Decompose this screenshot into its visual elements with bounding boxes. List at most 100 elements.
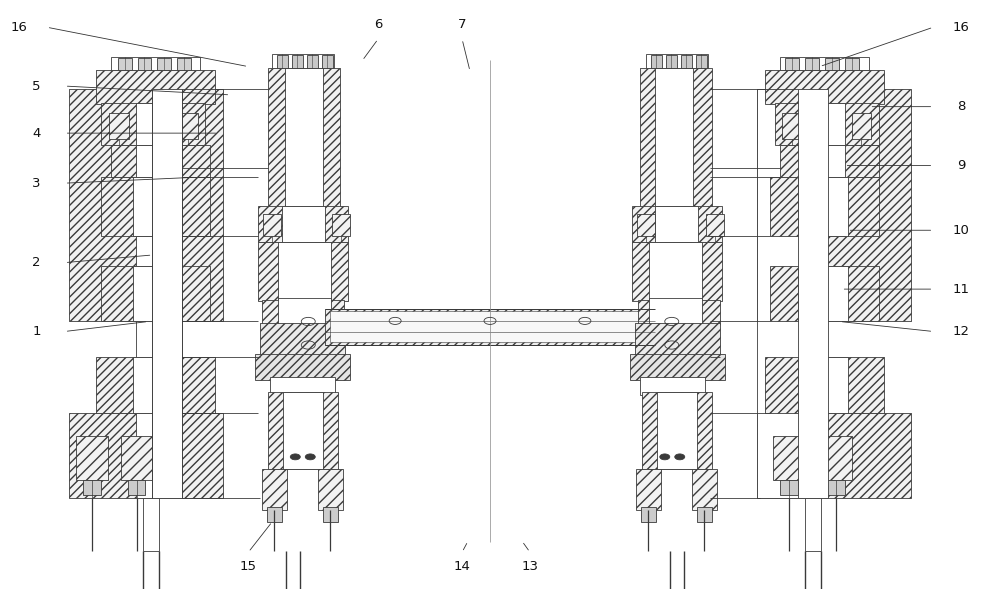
Bar (827, 480, 845, 495)
Bar (133, 357, 182, 413)
Bar (330, 312, 650, 342)
Bar (101, 266, 210, 322)
Bar (780, 57, 869, 70)
Bar (666, 55, 677, 68)
Bar (638, 300, 720, 325)
Bar (681, 55, 692, 68)
Text: 15: 15 (240, 560, 257, 573)
Text: 9: 9 (957, 159, 966, 172)
Bar (757, 413, 911, 498)
Bar (83, 480, 101, 495)
Text: 14: 14 (454, 560, 470, 573)
Bar (332, 214, 350, 236)
Text: 3: 3 (32, 176, 41, 189)
Bar (798, 357, 848, 413)
Bar (292, 55, 303, 68)
Bar (136, 89, 180, 498)
Bar (118, 58, 132, 70)
Bar (318, 468, 343, 510)
Bar (640, 68, 712, 206)
Bar (128, 480, 145, 495)
Bar (138, 58, 151, 70)
Bar (632, 242, 722, 301)
Bar (657, 392, 697, 468)
Bar (136, 103, 180, 145)
Bar (780, 480, 798, 495)
Bar (323, 507, 338, 522)
Bar (825, 58, 839, 70)
Bar (285, 68, 323, 206)
Bar (798, 89, 828, 498)
Text: 4: 4 (32, 127, 41, 140)
Bar (775, 103, 879, 145)
Bar (649, 242, 702, 301)
Bar (272, 54, 334, 68)
Bar (770, 266, 879, 322)
Circle shape (660, 454, 670, 460)
Bar (283, 392, 323, 468)
Bar (641, 507, 656, 522)
Text: 16: 16 (10, 21, 27, 34)
Circle shape (675, 454, 685, 460)
Bar (800, 145, 845, 177)
Bar (263, 214, 281, 236)
Bar (101, 177, 210, 236)
Text: 1: 1 (32, 325, 41, 338)
Text: 7: 7 (458, 18, 466, 31)
Bar (177, 58, 191, 70)
Bar (325, 309, 655, 345)
Bar (278, 298, 331, 333)
Bar (632, 205, 722, 242)
Bar (152, 89, 182, 498)
Bar (630, 354, 725, 381)
Bar (640, 378, 705, 395)
Bar (307, 55, 318, 68)
Bar (637, 214, 655, 236)
Bar (143, 498, 159, 551)
Text: 5: 5 (32, 80, 41, 93)
Bar (696, 55, 707, 68)
Bar (697, 507, 712, 522)
Bar (260, 323, 345, 357)
Text: 2: 2 (32, 256, 41, 269)
Bar (692, 468, 717, 510)
Bar (782, 113, 802, 139)
Bar (636, 468, 661, 510)
Bar (268, 392, 338, 468)
Bar (255, 354, 350, 381)
Text: 8: 8 (957, 100, 966, 113)
Bar (111, 145, 210, 177)
Bar (800, 103, 845, 145)
Bar (178, 113, 198, 139)
Circle shape (305, 454, 315, 460)
Bar (136, 145, 180, 177)
Bar (278, 242, 331, 301)
Bar (101, 103, 205, 145)
Bar (133, 177, 182, 236)
Bar (76, 436, 108, 480)
Bar (258, 242, 348, 301)
Bar (770, 177, 879, 236)
Bar (635, 323, 720, 357)
Bar (852, 113, 871, 139)
Text: 6: 6 (374, 18, 382, 31)
Bar (655, 205, 698, 242)
Bar (765, 357, 884, 413)
Bar (96, 70, 215, 104)
Bar (282, 205, 325, 242)
Bar (262, 468, 287, 510)
Text: 12: 12 (953, 325, 970, 338)
Bar (121, 436, 152, 480)
Bar (765, 70, 884, 104)
Text: 13: 13 (521, 560, 538, 573)
Text: 10: 10 (953, 224, 970, 237)
Bar (757, 89, 802, 498)
Bar (773, 436, 805, 480)
Bar (96, 357, 215, 413)
Bar (798, 177, 848, 236)
Bar (322, 55, 333, 68)
Bar (651, 55, 662, 68)
Bar (757, 89, 911, 322)
Bar (69, 89, 223, 322)
Bar (258, 205, 348, 242)
